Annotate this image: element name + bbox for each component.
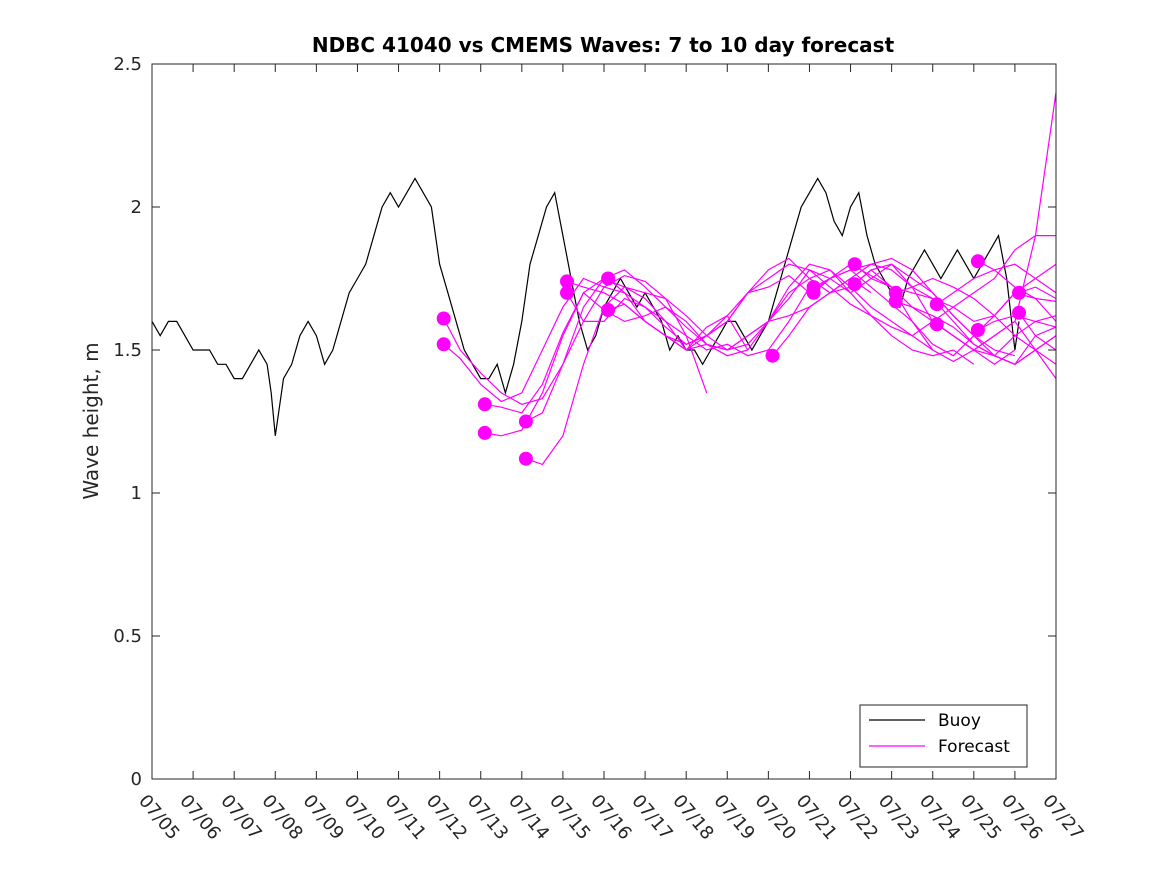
forecast-run-line-23 (1018, 312, 1057, 351)
legend-forecast-label: Forecast (938, 737, 1010, 757)
forecast-run-line-3 (484, 277, 872, 414)
y-tick-label: 1 (131, 483, 142, 504)
forecast-start-point (765, 348, 780, 363)
y-tick-label: 2 (131, 197, 142, 218)
forecast-start-point (1012, 305, 1026, 320)
y-tick-label: 0 (131, 769, 142, 790)
legend: Buoy Forecast (859, 704, 1028, 768)
forecast-start-point (601, 303, 616, 317)
forecast-start-point (436, 337, 451, 352)
forecast-run-line-20 (977, 260, 1057, 322)
plot-area (151, 92, 1057, 466)
forecast-start-point (601, 271, 616, 286)
forecast-start-point (560, 274, 574, 289)
forecast-run-line-9 (607, 235, 1056, 345)
forecast-start-point (1012, 285, 1026, 300)
forecast-start-point (477, 397, 492, 412)
forecast-start-point (847, 277, 862, 292)
forecast-start-point (847, 257, 862, 272)
buoy-series-line (151, 177, 1020, 436)
legend-box (859, 704, 1028, 768)
forecast-start-point (888, 294, 903, 309)
y-tick-label: 2.5 (113, 54, 142, 75)
forecast-start-point (929, 317, 944, 332)
forecast-start-point (929, 297, 944, 312)
forecast-run-line-4 (484, 277, 811, 437)
forecast-run-line-2 (443, 277, 749, 403)
y-axis-label: Wave height, m (79, 342, 103, 499)
forecast-start-point (970, 323, 985, 337)
y-tick-label: 1.5 (113, 340, 142, 361)
forecast-start-point (970, 254, 985, 269)
forecast-start-point (560, 285, 574, 300)
forecast-run-line-6 (525, 269, 975, 466)
forecast-run-line-10 (607, 92, 1057, 357)
forecast-start-point (436, 311, 451, 326)
forecast-run-line-15 (854, 263, 1016, 357)
forecast-start-point (477, 425, 492, 440)
y-tick-label: 0.5 (113, 626, 142, 647)
forecast-start-point (518, 451, 533, 466)
forecast-run-line-1 (443, 274, 708, 405)
forecast-start-point (806, 285, 821, 300)
forecast-start-point (518, 414, 533, 429)
legend-buoy-label: Buoy (938, 711, 981, 731)
forecast-run-line-16 (895, 277, 1057, 365)
chart-title: NDBC 41040 vs CMEMS Waves: 7 to 10 day f… (312, 33, 895, 57)
forecast-run-line-19 (936, 323, 1057, 365)
